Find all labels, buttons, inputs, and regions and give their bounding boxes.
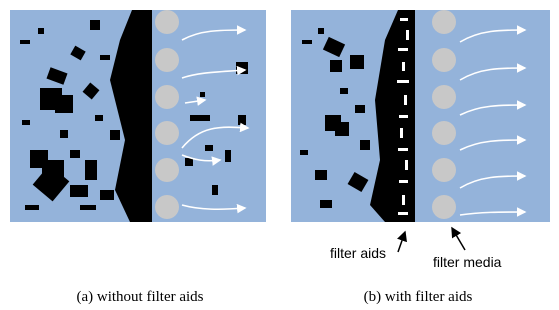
caption: (b) with filter aids [364,289,473,305]
pointer-arrow [398,232,405,252]
label: filter media [433,254,502,270]
pointer-arrow [452,228,465,250]
panel-b: filter aids filter media [291,10,550,270]
caption: (a) without filter aids [76,289,203,305]
diagram: filter aids filter media (a) without fil… [0,0,559,310]
label: filter aids [330,245,386,261]
panel-a [10,10,266,222]
